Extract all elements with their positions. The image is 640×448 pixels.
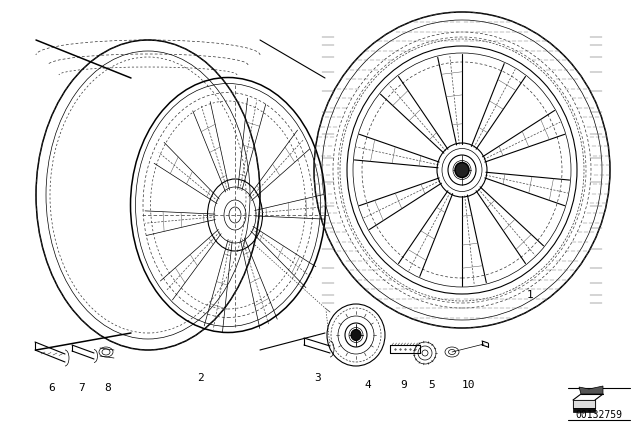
Text: 2: 2 [196, 373, 204, 383]
Polygon shape [573, 400, 595, 408]
Text: 1: 1 [527, 290, 533, 300]
Text: 8: 8 [104, 383, 111, 393]
Polygon shape [573, 408, 595, 412]
Text: 9: 9 [401, 380, 408, 390]
Text: 5: 5 [429, 380, 435, 390]
Text: 4: 4 [365, 380, 371, 390]
Ellipse shape [455, 163, 469, 177]
Text: 7: 7 [79, 383, 85, 393]
Ellipse shape [351, 329, 361, 340]
Text: 3: 3 [315, 373, 321, 383]
Text: 00132759: 00132759 [575, 410, 623, 420]
Polygon shape [579, 386, 603, 394]
Text: 6: 6 [49, 383, 56, 393]
Text: 10: 10 [461, 380, 475, 390]
